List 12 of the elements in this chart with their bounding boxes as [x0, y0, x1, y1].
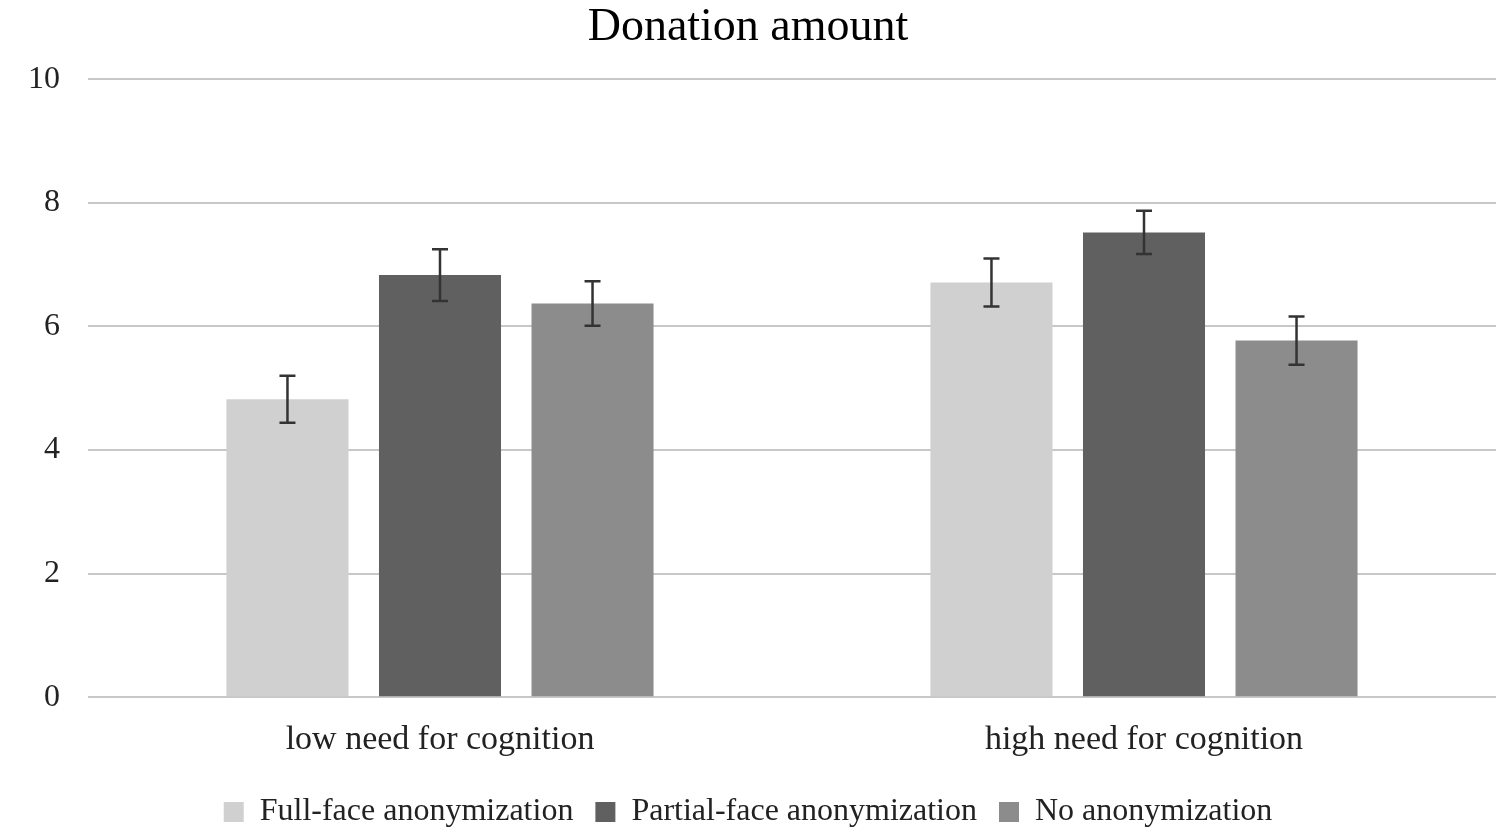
y-tick-label: 8: [44, 182, 60, 219]
y-tick-label: 10: [28, 58, 60, 95]
legend-label: Partial-face anonymization: [631, 791, 978, 828]
y-tick-label: 6: [44, 305, 60, 342]
y-tick-label: 2: [44, 553, 60, 590]
x-tick-label: high need for cognition: [984, 718, 1304, 756]
legend-label: Full-face anonymization: [259, 791, 574, 828]
chart-title: Donation amount: [587, 0, 909, 50]
legend-label: No anonymization: [1035, 791, 1273, 828]
y-tick-label: 4: [44, 429, 60, 466]
x-tick-label: low need for cognition: [285, 718, 595, 756]
y-tick-label: 0: [44, 676, 60, 713]
